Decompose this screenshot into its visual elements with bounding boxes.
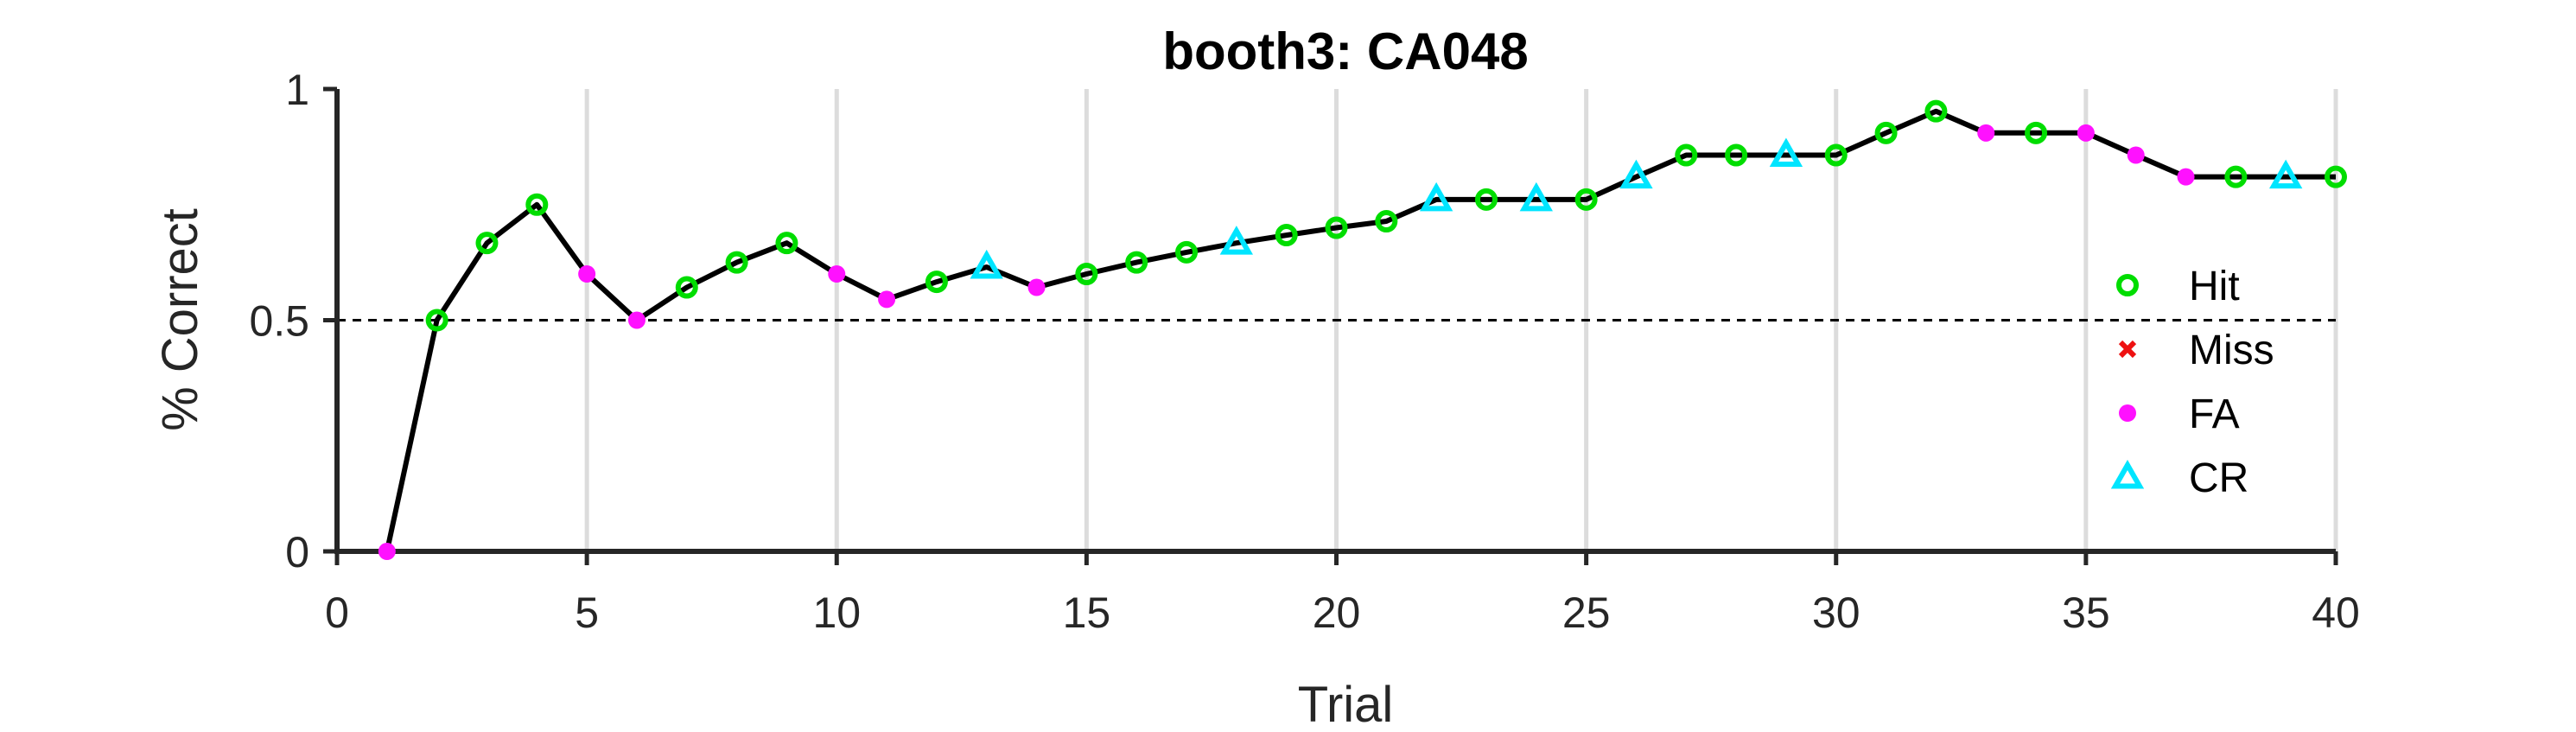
legend-label: Hit	[2189, 264, 2240, 309]
marker-hit	[1075, 263, 1098, 285]
marker-hit	[675, 276, 698, 299]
marker-hit	[475, 232, 499, 255]
x-tick-label: 0	[325, 589, 349, 637]
legend-item: Hit	[2116, 264, 2240, 309]
x-tick-label: 40	[2312, 589, 2360, 637]
data-markers	[378, 99, 2347, 560]
marker-fa	[627, 311, 646, 329]
marker-miss	[2118, 340, 2137, 359]
marker-cr	[2269, 159, 2303, 189]
legend-label: CR	[2189, 455, 2248, 501]
marker-fa	[878, 290, 896, 309]
marker-hit	[2025, 121, 2048, 144]
legend-item: FA	[2119, 391, 2240, 437]
y-axis-label: % Correct	[152, 208, 208, 431]
marker-hit	[1325, 216, 1348, 239]
marker-cr	[2110, 459, 2145, 489]
marker-cr	[1619, 159, 1653, 189]
marker-hit	[925, 271, 948, 294]
marker-fa	[828, 265, 846, 283]
x-tick-label: 20	[1313, 589, 1361, 637]
marker-hit	[1874, 121, 1898, 144]
marker-hit	[1375, 210, 1398, 233]
x-tick-label: 35	[2062, 589, 2110, 637]
marker-hit	[1924, 99, 1948, 123]
marker-fa	[2127, 146, 2145, 164]
marker-fa	[2177, 168, 2195, 186]
marker-cr	[1519, 181, 1553, 212]
marker-hit	[1824, 143, 1848, 167]
marker-hit	[775, 232, 798, 255]
marker-fa	[1027, 278, 1046, 296]
marker-hit	[1275, 224, 1298, 247]
tick-labels: 0 5 10 15 20 25 30 35 40 0 0.5 1	[249, 66, 2359, 637]
marker-hit	[2325, 165, 2347, 188]
marker-fa	[2077, 124, 2095, 142]
legend: Hit Miss FA CR	[2110, 264, 2274, 501]
marker-hit	[1675, 143, 1698, 167]
marker-hit	[2224, 165, 2248, 188]
x-tick-label: 10	[812, 589, 861, 637]
marker-cr	[970, 249, 1003, 279]
x-tick-label: 25	[1562, 589, 1611, 637]
x-tick-label: 15	[1063, 589, 1111, 637]
marker-fa	[2119, 404, 2136, 422]
marker-cr	[1769, 137, 1803, 168]
marker-cr	[1219, 226, 1254, 255]
y-tick-label: 0	[285, 528, 309, 576]
legend-label: FA	[2189, 391, 2240, 437]
marker-hit	[2116, 274, 2139, 296]
marker-hit	[425, 309, 448, 332]
marker-fa	[378, 543, 396, 560]
marker-hit	[1175, 240, 1199, 264]
x-tick-label: 5	[575, 589, 599, 637]
marker-hit	[525, 193, 549, 216]
marker-hit	[1725, 143, 1748, 167]
marker-hit	[725, 251, 748, 274]
x-axis-label: Trial	[1298, 677, 1394, 732]
marker-hit	[1474, 188, 1498, 211]
marker-fa	[578, 265, 596, 283]
y-tick-label: 1	[285, 66, 309, 114]
legend-item: Miss	[2118, 328, 2274, 373]
marker-hit	[1574, 188, 1598, 211]
y-tick-label: 0.5	[249, 297, 309, 346]
legend-item: CR	[2110, 455, 2248, 501]
data-line	[384, 108, 2336, 552]
chart-title: booth3: CA048	[1162, 22, 1528, 80]
marker-cr	[1419, 181, 1453, 212]
marker-hit	[1125, 251, 1148, 274]
legend-label: Miss	[2189, 328, 2274, 373]
marker-fa	[1977, 124, 1995, 142]
x-tick-label: 30	[1812, 589, 1860, 637]
